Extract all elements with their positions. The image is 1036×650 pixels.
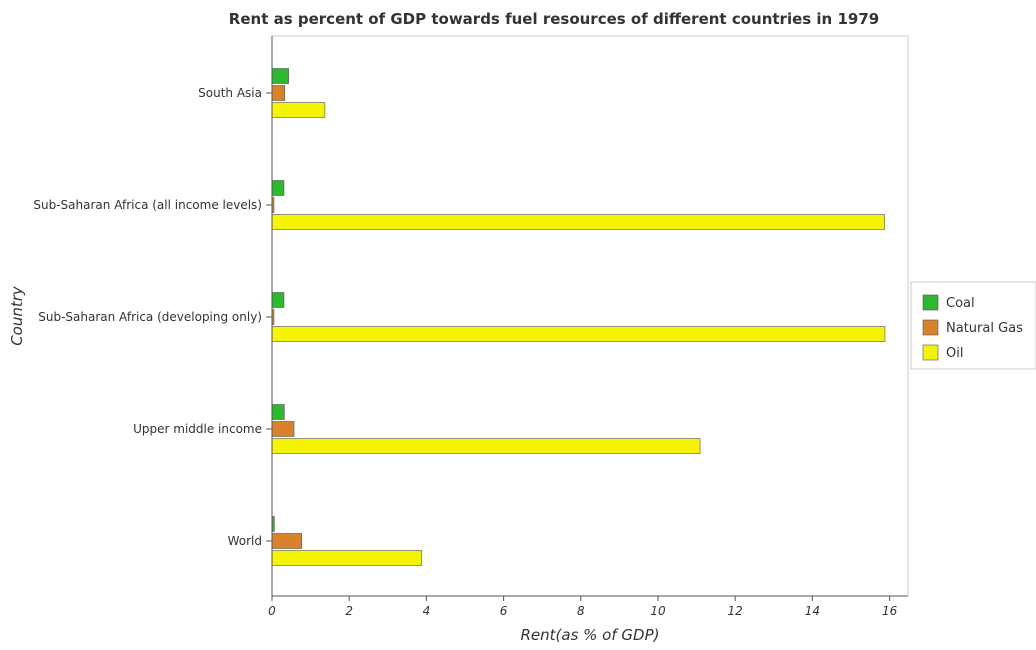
category-labels: South Asia Sub-Saharan Africa (all income… — [33, 36, 273, 596]
x-tick-label-12: 12 — [728, 604, 743, 618]
bar-natural-gas-upper-middle-income — [271, 421, 295, 437]
category-label-south-asia: South Asia — [198, 86, 262, 100]
legend-label-oil: Oil — [946, 346, 963, 361]
legend-label-coal: Coal — [946, 296, 975, 311]
x-tick-label-0: 0 — [268, 604, 276, 618]
x-axis-ticks: 0 2 4 6 8 10 12 14 16 — [268, 595, 908, 618]
category-label-sub-saharan-africa-all-income-levels: Sub-Saharan Africa (all income levels) — [33, 198, 262, 212]
legend-swatch-coal — [922, 294, 939, 311]
x-tick-label-8: 8 — [577, 604, 585, 618]
legend-label-natural-gas: Natural Gas — [946, 321, 1023, 336]
x-tick-label-16: 16 — [882, 604, 898, 618]
bar-oil-sub-saharan-africa-all-income-levels — [271, 214, 885, 230]
bar-natural-gas-world — [271, 533, 303, 549]
x-axis-label: Rent(as % of GDP) — [521, 626, 660, 644]
bar-oil-sub-saharan-africa-developing-only — [271, 326, 886, 342]
chart-title: Rent as percent of GDP towards fuel reso… — [229, 10, 879, 28]
category-label-sub-saharan-africa-developing-only: Sub-Saharan Africa (developing only) — [38, 310, 262, 324]
legend-swatch-oil — [922, 344, 939, 361]
legend-swatch-natural-gas — [922, 319, 939, 336]
x-tick-label-6: 6 — [500, 604, 508, 618]
y-axis-label: Country — [8, 285, 26, 346]
category-label-upper-middle-income: Upper middle income — [133, 422, 262, 436]
x-tick-label-14: 14 — [805, 604, 820, 618]
bar-coal-south-asia — [271, 68, 289, 84]
bar-coal-upper-middle-income — [271, 404, 285, 420]
bar-oil-world — [271, 550, 423, 566]
bar-coal-sub-saharan-africa-developing-only — [271, 292, 285, 308]
bar-oil-south-asia — [271, 102, 326, 118]
category-label-world: World — [228, 534, 262, 548]
plot-area — [271, 35, 909, 597]
bar-natural-gas-south-asia — [271, 85, 286, 101]
bar-oil-upper-middle-income — [271, 438, 701, 454]
legend: Coal Natural Gas Oil — [910, 281, 1036, 370]
x-tick-label-4: 4 — [423, 604, 431, 618]
bars-group — [271, 68, 886, 566]
bar-coal-sub-saharan-africa-all-income-levels — [271, 180, 285, 196]
x-tick-label-10: 10 — [650, 604, 666, 618]
x-tick-label-2: 2 — [345, 604, 353, 618]
